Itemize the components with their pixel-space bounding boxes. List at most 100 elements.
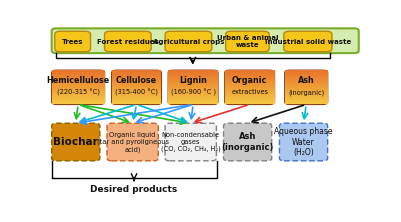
Bar [225,72,275,73]
Bar [225,77,275,78]
Bar [168,83,218,84]
Bar [285,84,328,85]
Bar [225,90,275,91]
Bar [52,76,105,77]
Bar [111,74,161,75]
Bar [225,85,275,86]
Bar [52,101,105,102]
Bar [225,84,275,85]
Bar [285,76,328,77]
Bar [225,100,275,101]
Bar [285,77,328,78]
Bar [111,89,161,90]
Bar [285,101,328,102]
Bar [168,71,218,72]
Bar [225,103,275,104]
Bar [111,77,161,78]
Bar [111,90,161,91]
Bar [168,81,218,82]
Bar [285,72,328,73]
Bar [52,103,105,104]
Bar [285,97,328,98]
FancyBboxPatch shape [279,123,328,161]
Bar [52,78,105,79]
Bar [168,80,218,81]
Bar [225,77,275,78]
Bar [285,87,328,88]
FancyBboxPatch shape [223,123,272,161]
Text: Organic: Organic [232,76,267,85]
FancyBboxPatch shape [105,31,151,52]
Text: (160-900 °C ): (160-900 °C ) [170,89,216,96]
Bar [52,77,105,78]
Bar [111,95,161,96]
Bar [168,70,218,71]
Bar [225,94,275,95]
Bar [225,93,275,94]
Bar [285,80,328,81]
Bar [225,78,275,79]
Bar [225,81,275,82]
Bar [168,88,218,89]
Bar [285,76,328,77]
Bar [52,73,105,74]
Bar [225,83,275,84]
Bar [111,77,161,78]
Bar [111,85,161,86]
Bar [168,85,218,86]
Bar [225,76,275,77]
Bar [52,73,105,74]
Bar [285,77,328,78]
Bar [168,81,218,82]
Bar [52,72,105,73]
Bar [285,93,328,94]
FancyBboxPatch shape [52,123,100,161]
Bar [225,101,275,102]
Bar [52,84,105,85]
Bar [168,86,218,87]
Bar [52,74,105,75]
Bar [168,79,218,80]
Bar [111,83,161,84]
FancyBboxPatch shape [226,31,269,52]
Bar [111,93,161,94]
Bar [285,95,328,96]
Bar [285,80,328,81]
Bar [111,102,161,103]
Bar [52,91,105,92]
Bar [225,99,275,100]
Bar [225,87,275,88]
Bar [52,93,105,94]
Bar [52,101,105,102]
Bar [111,92,161,93]
Bar [168,89,218,90]
Bar [52,86,105,87]
Bar [52,71,105,72]
Text: Urban & animal
waste: Urban & animal waste [217,35,278,48]
Bar [52,77,105,78]
Bar [285,99,328,100]
Bar [285,73,328,74]
Bar [285,81,328,82]
Text: Cellulose: Cellulose [116,76,157,85]
Bar [168,78,218,79]
Text: Hemicellulose: Hemicellulose [47,76,110,85]
Bar [168,75,218,76]
Bar [111,72,161,73]
Bar [52,79,105,80]
Bar [285,86,328,87]
Bar [111,99,161,100]
Bar [225,70,275,71]
Bar [168,103,218,104]
FancyBboxPatch shape [55,31,91,52]
Bar [285,93,328,94]
Bar [285,100,328,101]
Bar [52,95,105,96]
Bar [168,97,218,98]
Bar [225,72,275,73]
Bar [111,93,161,94]
Bar [111,81,161,82]
Bar [225,85,275,86]
Bar [168,94,218,95]
Bar [285,82,328,83]
